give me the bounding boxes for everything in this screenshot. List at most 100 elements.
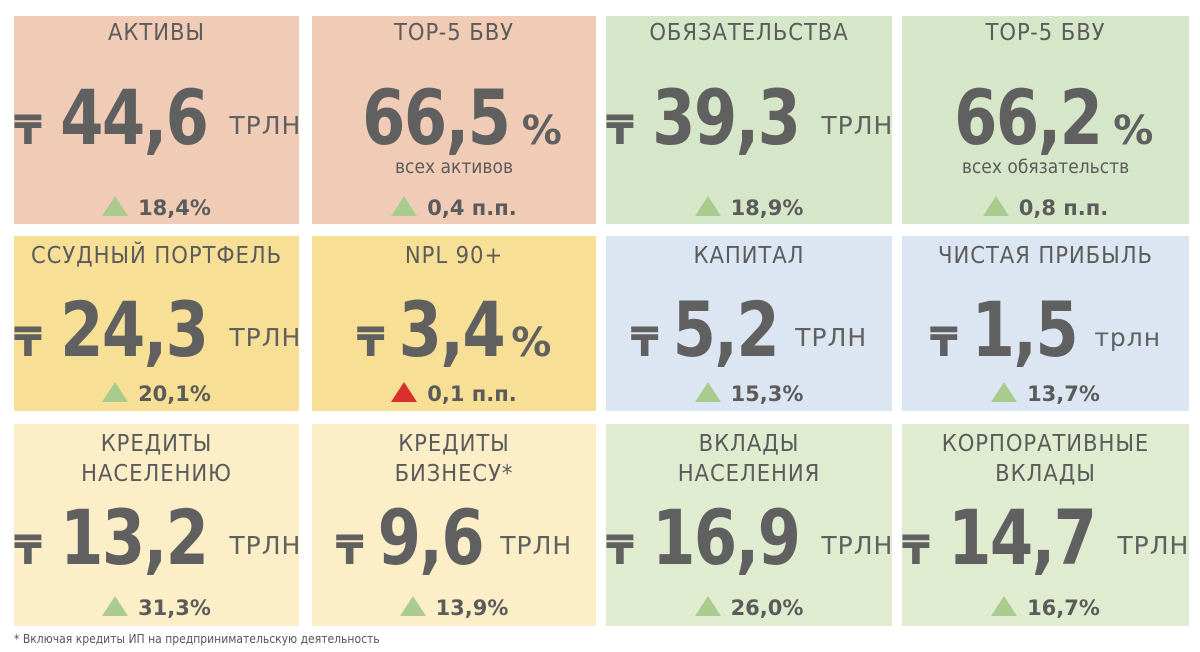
value-unit: ТРЛН <box>229 531 299 560</box>
card-title: TOP-5 БВУ <box>394 20 514 46</box>
currency-symbol: ₸ <box>356 320 385 366</box>
card-title: ОБЯЗАТЕЛЬСТВА <box>649 20 849 46</box>
card-assets: АКТИВЫ ₸ 44,6 ТРЛН 18,4% <box>14 16 299 224</box>
value-unit: ТРЛН <box>1117 531 1189 560</box>
currency-symbol: ₸ <box>606 108 634 154</box>
card-retail-deposits: ВКЛАДЫ НАСЕЛЕНИЯ ₸ 16,9 ТРЛН 26,0% <box>606 424 892 626</box>
currency-symbol: ₸ <box>606 528 634 574</box>
currency-symbol: ₸ <box>929 320 958 366</box>
card-title: ЧИСТАЯ ПРИБЫЛЬ <box>938 243 1153 269</box>
card-title: КРЕДИТЫ НАСЕЛЕНИЮ <box>81 431 232 487</box>
triangle-up-green-icon <box>694 196 721 216</box>
triangle-up-green-icon <box>102 596 129 616</box>
card-title: КАПИТАЛ <box>693 243 805 269</box>
change-value: 16,7% <box>1027 596 1100 620</box>
change-value: 0,4 п.п. <box>427 196 517 220</box>
value-unit: ТРЛН <box>500 531 573 560</box>
currency-symbol: ₸ <box>14 108 42 154</box>
currency-symbol: ₸ <box>630 320 659 366</box>
value-number: 24,3 <box>60 285 209 374</box>
card-value: ₸ 24,3 ТРЛН <box>14 280 299 380</box>
change-indicator: 16,7% <box>902 596 1189 620</box>
triangle-up-green-icon <box>991 596 1018 616</box>
change-indicator: 0,4 п.п. <box>312 196 596 220</box>
value-unit: ТРЛН <box>821 111 892 140</box>
card-title: NPL 90+ <box>404 243 504 269</box>
card-value: ₸ 16,9 ТРЛН <box>606 488 892 588</box>
currency-symbol: ₸ <box>14 320 42 366</box>
card-loan-portfolio: ССУДНЫЙ ПОРТФЕЛЬ ₸ 24,3 ТРЛН 20,1% <box>14 236 299 411</box>
currency-symbol: ₸ <box>902 528 930 574</box>
triangle-up-green-icon <box>694 382 721 402</box>
change-value: 18,9% <box>730 196 804 220</box>
card-title: ССУДНЫЙ ПОРТФЕЛЬ <box>30 243 283 269</box>
triangle-up-green-icon <box>102 196 129 216</box>
triangle-up-green-icon <box>102 382 129 402</box>
triangle-up-green-icon <box>694 596 721 616</box>
triangle-up-green-icon <box>991 382 1018 402</box>
value-number: 3,4 <box>398 285 505 374</box>
card-value: ₸ 3,4% <box>312 280 596 380</box>
value-percent: % <box>1113 108 1154 154</box>
value-number: 66,5 <box>362 73 511 162</box>
value-unit: ТРЛН <box>229 111 299 140</box>
card-note: всех обязательств <box>961 156 1130 178</box>
value-number: 14,7 <box>948 493 1097 582</box>
card-value: ₸ 9,6 ТРЛН <box>312 488 596 588</box>
change-value: 20,1% <box>138 382 211 406</box>
card-retail-loans: КРЕДИТЫ НАСЕЛЕНИЮ ₸ 13,2 ТРЛН 31,3% <box>14 424 299 626</box>
triangle-up-red-icon <box>391 382 418 402</box>
value-unit: ТРЛН <box>795 323 868 352</box>
footnote: * Включая кредиты ИП на предпринимательс… <box>14 632 380 646</box>
change-value: 13,7% <box>1027 382 1100 406</box>
value-number: 9,6 <box>377 493 484 582</box>
value-number: 5,2 <box>672 285 779 374</box>
value-percent: % <box>521 108 562 154</box>
card-liabilities: ОБЯЗАТЕЛЬСТВА ₸ 39,3 ТРЛН 18,9% <box>606 16 892 224</box>
value-number: 44,6 <box>60 73 209 162</box>
value-unit: ТРЛН <box>821 531 892 560</box>
card-note: всех активов <box>394 156 514 178</box>
card-top5-assets: TOP-5 БВУ 66,5% всех активов 0,4 п.п. <box>312 16 596 224</box>
card-npl: NPL 90+ ₸ 3,4% 0,1 п.п. <box>312 236 596 411</box>
change-value: 31,3% <box>138 596 211 620</box>
triangle-up-green-icon <box>391 196 418 216</box>
change-indicator: 15,3% <box>606 382 892 406</box>
triangle-up-green-icon <box>982 196 1009 216</box>
card-title: КОРПОРАТИВНЫЕ ВКЛАДЫ <box>941 431 1150 487</box>
card-title: АКТИВЫ <box>108 20 205 46</box>
card-business-loans: КРЕДИТЫ БИЗНЕСУ* ₸ 9,6 ТРЛН 13,9% <box>312 424 596 626</box>
card-capital: КАПИТАЛ ₸ 5,2 ТРЛН 15,3% <box>606 236 892 411</box>
value-number: 13,2 <box>60 493 209 582</box>
card-corporate-deposits: КОРПОРАТИВНЫЕ ВКЛАДЫ ₸ 14,7 ТРЛН 16,7% <box>902 424 1189 626</box>
card-value: ₸ 1,5 трлн <box>902 280 1189 380</box>
currency-symbol: ₸ <box>335 528 364 574</box>
change-indicator: 20,1% <box>14 382 299 406</box>
value-number: 66,2 <box>953 73 1103 162</box>
value-number: 16,9 <box>652 493 801 582</box>
change-value: 15,3% <box>730 382 804 406</box>
value-unit: трлн <box>1094 323 1162 352</box>
card-value: ₸ 44,6 ТРЛН <box>14 68 299 168</box>
card-value: 66,5% <box>312 68 596 168</box>
value-percent: % <box>511 320 552 366</box>
value-number: 39,3 <box>652 73 801 162</box>
change-value: 0,8 п.п. <box>1018 196 1109 220</box>
card-title: TOP-5 БВУ <box>985 20 1106 46</box>
change-indicator: 18,4% <box>14 196 299 220</box>
card-value: ₸ 5,2 ТРЛН <box>606 280 892 380</box>
change-indicator: 13,9% <box>312 596 596 620</box>
change-value: 18,4% <box>138 196 211 220</box>
card-top5-liabilities: TOP-5 БВУ 66,2% всех обязательств 0,8 п.… <box>902 16 1189 224</box>
change-indicator: 26,0% <box>606 596 892 620</box>
change-value: 0,1 п.п. <box>427 382 517 406</box>
change-value: 26,0% <box>730 596 804 620</box>
change-indicator: 18,9% <box>606 196 892 220</box>
card-value: ₸ 13,2 ТРЛН <box>14 488 299 588</box>
value-unit: ТРЛН <box>229 323 299 352</box>
change-indicator: 0,1 п.п. <box>312 382 596 406</box>
card-value: ₸ 14,7 ТРЛН <box>902 488 1189 588</box>
change-indicator: 13,7% <box>902 382 1189 406</box>
value-number: 1,5 <box>971 285 1078 374</box>
change-value: 13,9% <box>435 596 509 620</box>
